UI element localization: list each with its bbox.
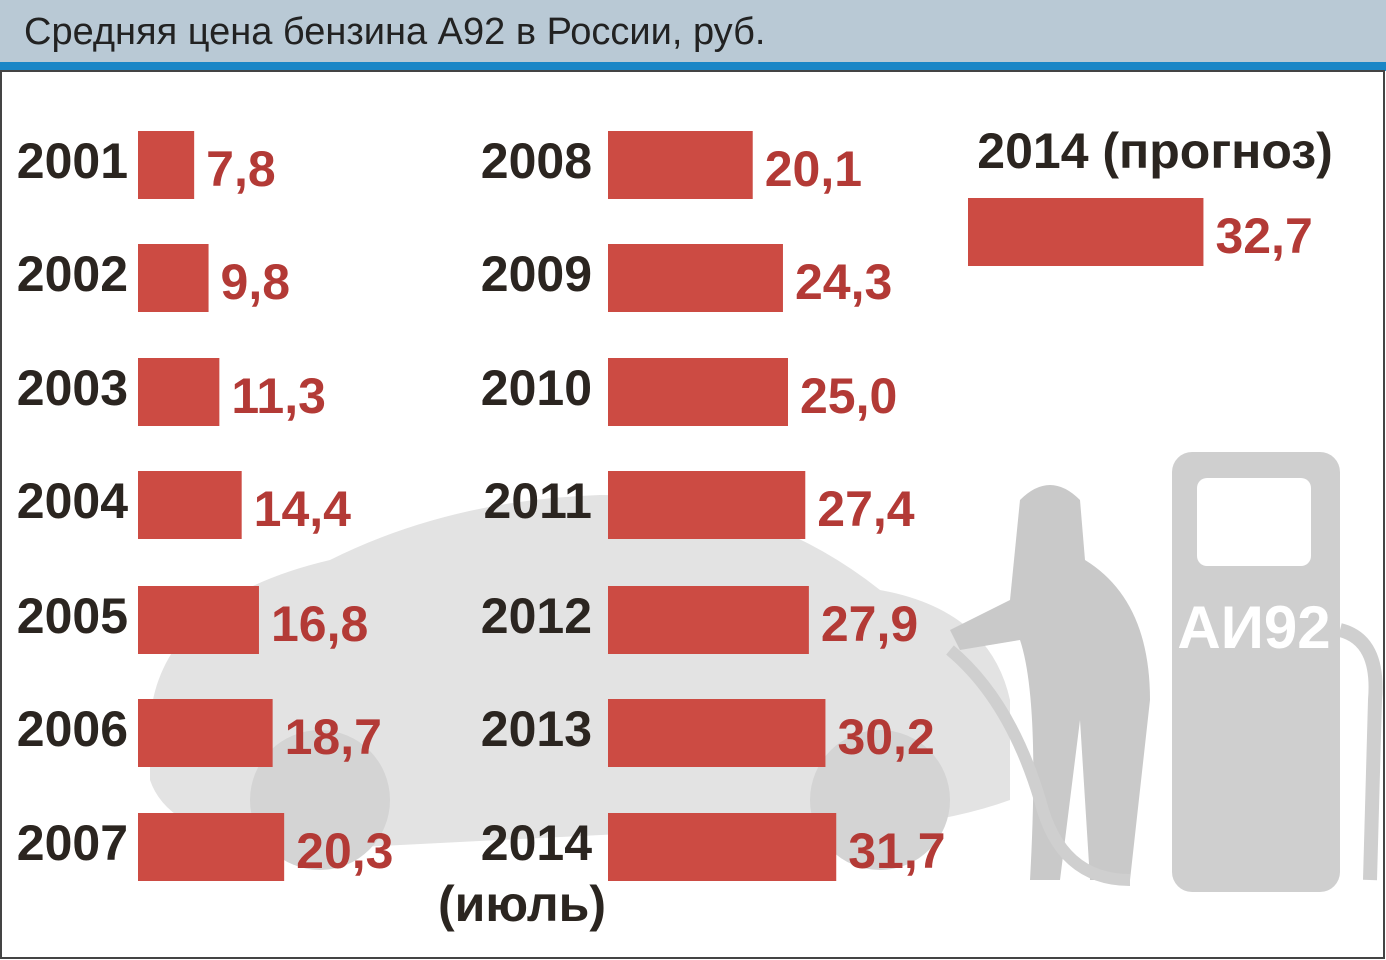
bar: [968, 198, 1204, 266]
value-label: 16,8: [271, 596, 368, 652]
value-label: 9,8: [221, 254, 291, 310]
category-label: 2006: [17, 701, 128, 757]
category-label: 2002: [17, 246, 128, 302]
bar: [138, 699, 273, 767]
value-label: 30,2: [837, 709, 934, 765]
bar: [138, 131, 195, 199]
title-stripe: [0, 62, 1386, 71]
bar: [608, 471, 806, 539]
bar: [608, 358, 788, 426]
category-label: 2013: [481, 701, 592, 757]
category-label: 2011: [484, 473, 592, 529]
value-label: 14,4: [254, 481, 352, 537]
value-label: 32,7: [1215, 208, 1312, 264]
category-label: 2003: [17, 360, 128, 416]
bar: [608, 813, 837, 881]
bar: [138, 813, 285, 881]
value-label: 18,7: [285, 709, 382, 765]
value-label: 20,1: [765, 141, 862, 197]
category-label: 2012: [481, 588, 592, 644]
frame: [0, 70, 1385, 959]
value-label: 27,4: [817, 481, 915, 537]
pump-label: АИ92: [1177, 594, 1330, 661]
bar: [608, 244, 783, 312]
bar: [138, 471, 242, 539]
category-label: 2005: [17, 588, 128, 644]
bar: [608, 586, 809, 654]
bar: [608, 131, 753, 199]
category-label: 2009: [481, 246, 592, 302]
bar: [138, 586, 259, 654]
category-label: 2007: [17, 815, 128, 871]
category-label: 2014 (прогноз): [977, 123, 1332, 179]
value-label: 11,3: [231, 368, 326, 424]
bar: [138, 244, 209, 312]
category-label: 2001: [17, 133, 128, 189]
title-band: [0, 0, 1386, 62]
category-label: 2010: [481, 360, 592, 416]
value-label: 27,9: [821, 596, 918, 652]
category-label: 2004: [17, 473, 128, 529]
value-label: 7,8: [206, 141, 276, 197]
bar: [608, 699, 826, 767]
bar: [138, 358, 220, 426]
chart-title: Средняя цена бензина А92 в России, руб.: [24, 11, 765, 53]
value-label: 31,7: [848, 823, 945, 879]
value-label: 25,0: [800, 368, 897, 424]
category-label: 2014: [481, 815, 592, 871]
category-label: 2008: [481, 133, 592, 189]
annotation: (июль): [438, 876, 606, 932]
value-label: 20,3: [296, 823, 393, 879]
value-label: 24,3: [795, 254, 892, 310]
